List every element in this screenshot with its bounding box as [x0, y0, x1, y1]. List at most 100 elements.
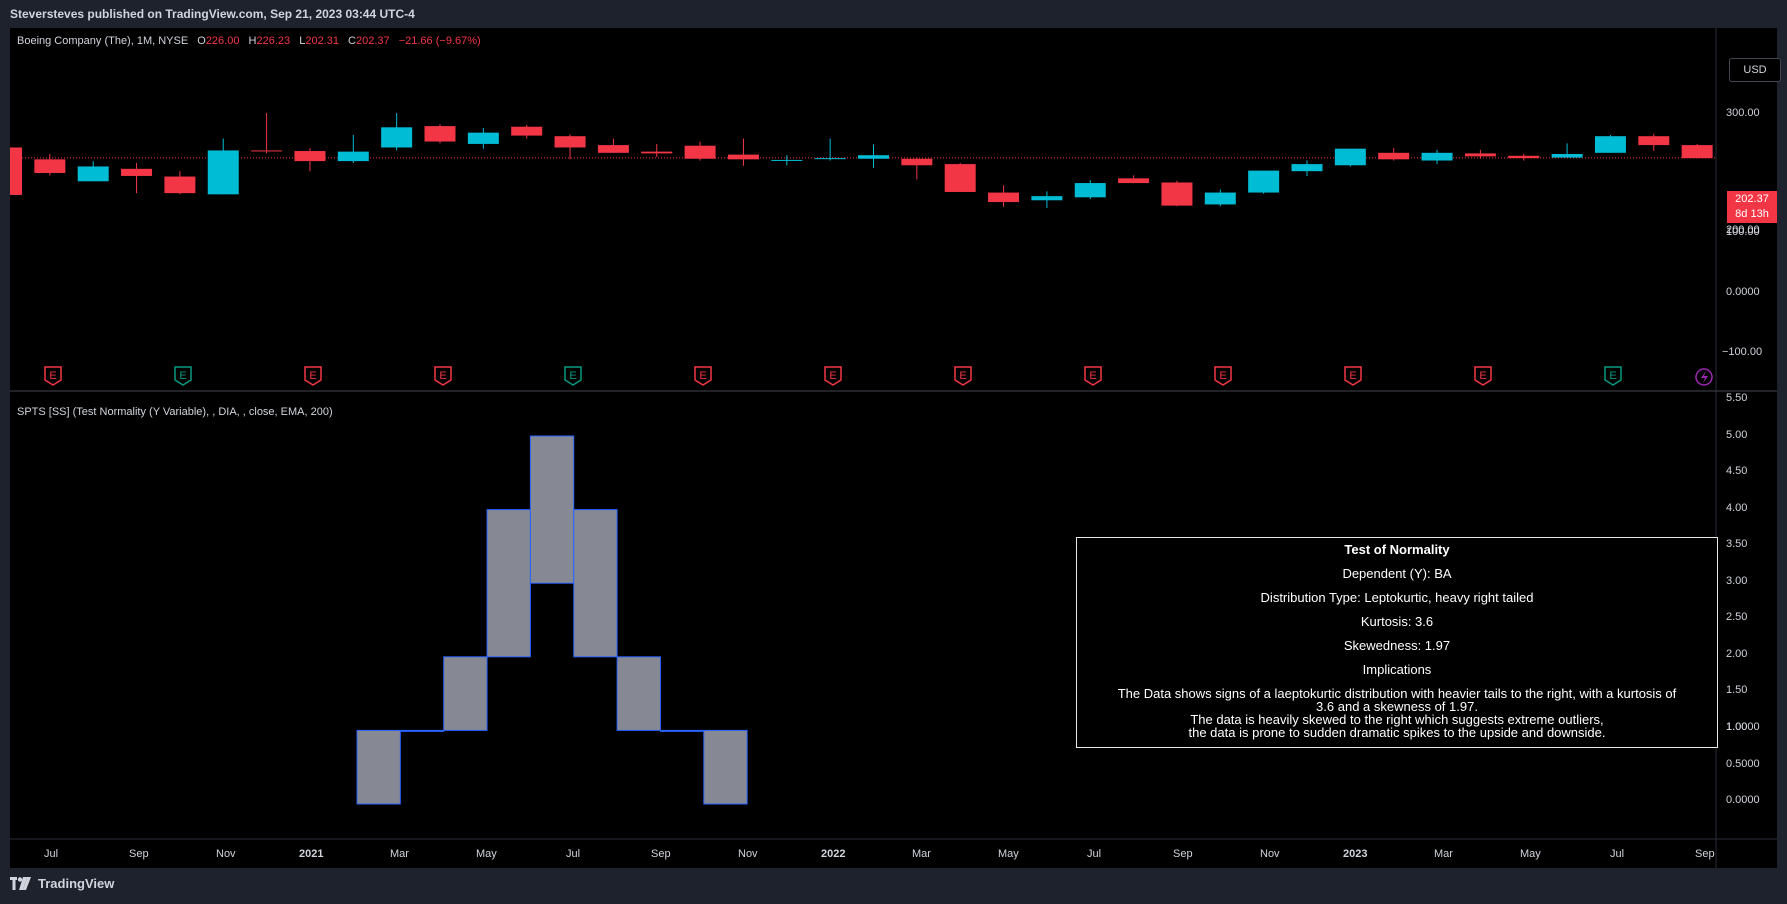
histogram-group: [356, 435, 748, 805]
earnings-icon[interactable]: E: [954, 366, 972, 386]
histogram-bar: [703, 729, 748, 805]
indicator-tick: 0.0000: [1726, 794, 1760, 806]
price-tick: −100.00: [1722, 346, 1763, 358]
price-tick: 300.00: [1726, 107, 1760, 119]
published-header: Steversteves published on TradingView.co…: [0, 0, 1787, 28]
price-legend: Boeing Company (The), 1M, NYSE O226.00 H…: [17, 35, 481, 47]
open-label: O: [197, 35, 206, 47]
info-kurtosis: Kurtosis: 3.6: [1360, 614, 1434, 629]
chart-frame[interactable]: E E E E E E E E E E E E E Boeing Company (The), 1M, …: [10, 28, 1781, 868]
brand-name: TradingView: [38, 876, 115, 891]
info-distribution: Distribution Type: Leptokurtic, heavy ri…: [1260, 590, 1534, 605]
histogram-bar: [443, 656, 488, 731]
time-tick: Nov: [738, 848, 758, 860]
info-implications-line: 3.6 and a skewness of 1.97.: [1316, 699, 1478, 714]
indicator-tick: 3.50: [1726, 538, 1748, 550]
time-tick: May: [1520, 848, 1541, 860]
open-value: 226.00: [205, 35, 240, 47]
published-text: Steversteves published on TradingView.co…: [10, 7, 415, 21]
earnings-icon[interactable]: E: [1084, 366, 1102, 386]
time-tick: 2022: [821, 848, 846, 860]
time-tick: Jul: [44, 848, 59, 860]
time-tick: Mar: [1434, 848, 1453, 860]
earnings-icon[interactable]: E: [174, 366, 192, 386]
svg-text:E: E: [1479, 370, 1486, 382]
candle: [1594, 135, 1626, 153]
candle: [34, 154, 66, 176]
low-label: L: [299, 35, 306, 47]
indicator-tick: 4.00: [1726, 502, 1748, 514]
candle: [1378, 148, 1410, 161]
svg-text:E: E: [699, 370, 706, 382]
earnings-icon[interactable]: E: [44, 366, 62, 386]
earnings-icon[interactable]: E: [1344, 366, 1362, 386]
price-tick: 100.00: [1726, 226, 1760, 238]
time-tick: May: [476, 848, 497, 860]
currency-button[interactable]: USD: [1729, 58, 1781, 82]
indicator-tick: 2.00: [1726, 648, 1748, 660]
indicator-tick: 5.00: [1726, 429, 1748, 441]
info-implications-line: The data is heavily skewed to the right …: [1190, 712, 1604, 727]
earnings-icon[interactable]: E: [694, 366, 712, 386]
earnings-icon[interactable]: E: [1214, 366, 1232, 386]
close-value: 202.37: [356, 35, 390, 47]
svg-text:E: E: [1219, 370, 1226, 382]
low-value: 202.31: [305, 35, 339, 47]
indicator-tick: 1.0000: [1726, 721, 1760, 733]
candle: [1334, 148, 1366, 167]
candle: [10, 147, 22, 195]
candle: [1248, 170, 1280, 194]
countdown-value: 8d 13h: [1735, 208, 1769, 220]
indicator-legend: SPTS [SS] (Test Normality (Y Variable), …: [17, 406, 333, 418]
time-tick: Mar: [912, 848, 931, 860]
earnings-icon[interactable]: E: [304, 366, 322, 386]
earnings-icon[interactable]: E: [564, 366, 582, 386]
time-tick: Jul: [1087, 848, 1102, 860]
candle: [164, 171, 196, 195]
earnings-icon[interactable]: E: [824, 366, 842, 386]
svg-text:E: E: [1349, 370, 1356, 382]
candle: [424, 124, 456, 144]
candle: [901, 157, 933, 180]
candle: [1204, 189, 1236, 207]
candle: [1074, 180, 1106, 200]
svg-text:E: E: [1089, 370, 1096, 382]
info-title: Test of Normality: [1344, 542, 1450, 557]
svg-text:E: E: [439, 370, 446, 382]
earnings-icon[interactable]: E: [434, 366, 452, 386]
time-tick: Sep: [1173, 848, 1193, 860]
change-value: −21.66 (−9.67%): [398, 35, 481, 47]
candle: [641, 143, 673, 157]
high-label: H: [248, 35, 257, 47]
svg-text:E: E: [49, 370, 56, 382]
candles-group: [10, 113, 1713, 208]
indicator-tick: 1.50: [1726, 684, 1748, 696]
indicator-tick: 2.50: [1726, 611, 1748, 623]
last-price-value: 202.37: [1735, 193, 1769, 205]
svg-text:E: E: [179, 370, 186, 382]
candle: [1291, 160, 1323, 176]
indicator-tick: 0.5000: [1726, 758, 1760, 770]
candle: [814, 138, 846, 161]
earnings-icon[interactable]: E: [1474, 366, 1492, 386]
info-implications-title: Implications: [1362, 662, 1432, 677]
candle: [988, 185, 1020, 207]
svg-text:E: E: [309, 370, 316, 382]
time-tick: Sep: [651, 848, 671, 860]
svg-text:E: E: [959, 370, 966, 382]
candle: [1681, 143, 1713, 159]
candle: [467, 127, 499, 149]
info-dependent: Dependent (Y): BA: [1342, 566, 1452, 581]
svg-text:E: E: [569, 370, 576, 382]
time-tick: 2023: [1343, 848, 1368, 860]
candle: [1421, 149, 1453, 165]
indicator-tick: 3.00: [1726, 575, 1748, 587]
earnings-icon[interactable]: E: [1604, 366, 1622, 386]
dividend-icon[interactable]: [1695, 368, 1713, 386]
footer: TradingView: [0, 868, 1787, 904]
candle: [1464, 149, 1496, 159]
time-tick: May: [998, 848, 1019, 860]
brand-link[interactable]: TradingView: [10, 876, 114, 891]
info-implications-line: The Data shows signs of a laeptokurtic d…: [1117, 686, 1677, 701]
